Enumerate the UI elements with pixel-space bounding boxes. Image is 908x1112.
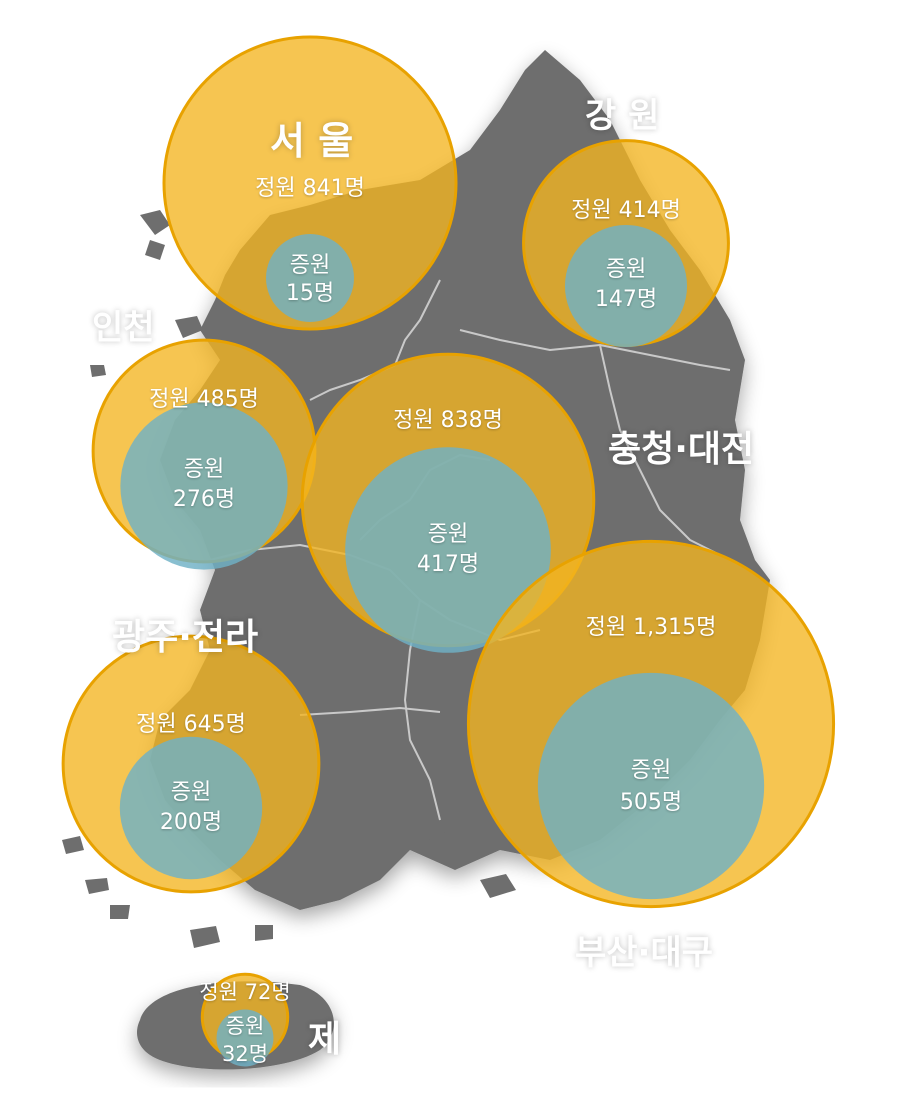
increase-value: 32명 <box>221 1042 269 1066</box>
island-shape <box>145 240 165 260</box>
quota-label-jeju: 정원 72명 <box>199 980 291 1004</box>
island-shape <box>190 926 220 948</box>
quota-label-chungcheong: 정원 838명 <box>393 408 503 433</box>
increase-circle-gangwon <box>564 224 688 348</box>
increase-circle-jeolla <box>119 736 263 880</box>
increase-value: 505명 <box>619 790 683 815</box>
island-shape <box>400 810 450 844</box>
increase-value: 147명 <box>594 287 658 312</box>
quota-label-gangwon: 정원 414명 <box>571 198 681 223</box>
increase-circle-jeju <box>216 1009 274 1067</box>
region-name-incheon: 인천 <box>92 308 155 348</box>
increase-label-jeolla: 증원 200명 <box>160 778 222 838</box>
quota-label-seoul: 정원 841명 <box>255 176 365 201</box>
increase-circle-busan <box>537 672 765 900</box>
region-name-chungcheong: 충청·대전 <box>608 429 755 470</box>
increase-value: 15명 <box>285 281 335 306</box>
circles-layer <box>61 35 836 1067</box>
quota-label-busan: 정원 1,315명 <box>585 615 717 640</box>
increase-value: 200명 <box>159 810 223 835</box>
province-border <box>299 707 441 716</box>
region-name-jeolla: 광주·전라 <box>112 617 259 658</box>
province-border <box>309 279 441 401</box>
quota-circle-seoul <box>162 35 458 331</box>
increase-caption: 증원 <box>183 457 225 482</box>
region-name-jeju: 제 <box>308 1019 342 1060</box>
island-shape <box>110 905 130 919</box>
increase-label-busan: 증원 505명 <box>620 755 682 819</box>
island-shape <box>85 878 109 894</box>
increase-label-gangwon: 증원 147명 <box>595 255 657 315</box>
increase-caption: 증원 <box>630 758 672 783</box>
increase-label-seoul: 증원 15명 <box>286 252 334 308</box>
island-shape <box>480 874 516 898</box>
island-shape <box>140 210 170 235</box>
island-shape <box>175 316 203 338</box>
island-shape <box>255 925 273 941</box>
province-border <box>599 344 721 556</box>
increase-caption: 증원 <box>170 780 212 805</box>
quota-label-incheon: 정원 485명 <box>149 387 259 412</box>
island-shape <box>62 836 84 854</box>
increase-label-incheon: 증원 276명 <box>173 455 235 515</box>
increase-caption: 증원 <box>289 253 331 278</box>
increase-caption: 증원 <box>225 1014 265 1038</box>
increase-label-chungcheong: 증원 417명 <box>417 520 479 580</box>
increase-circle-incheon <box>120 402 288 570</box>
quota-label-jeolla: 정원 645명 <box>136 712 246 737</box>
increase-caption: 증원 <box>427 522 469 547</box>
increase-circle-seoul <box>266 234 354 322</box>
increase-value: 276명 <box>172 487 236 512</box>
increase-label-jeju: 증원 32명 <box>222 1012 268 1068</box>
increase-value: 417명 <box>416 552 480 577</box>
increase-caption: 증원 <box>605 257 647 282</box>
island-shape <box>90 365 106 377</box>
region-name-busan: 부산·대구 <box>575 933 714 973</box>
region-name-seoul: 서 울 <box>270 119 354 163</box>
region-name-gangwon: 강 원 <box>585 96 660 136</box>
increase-circle-chungcheong <box>345 447 551 653</box>
